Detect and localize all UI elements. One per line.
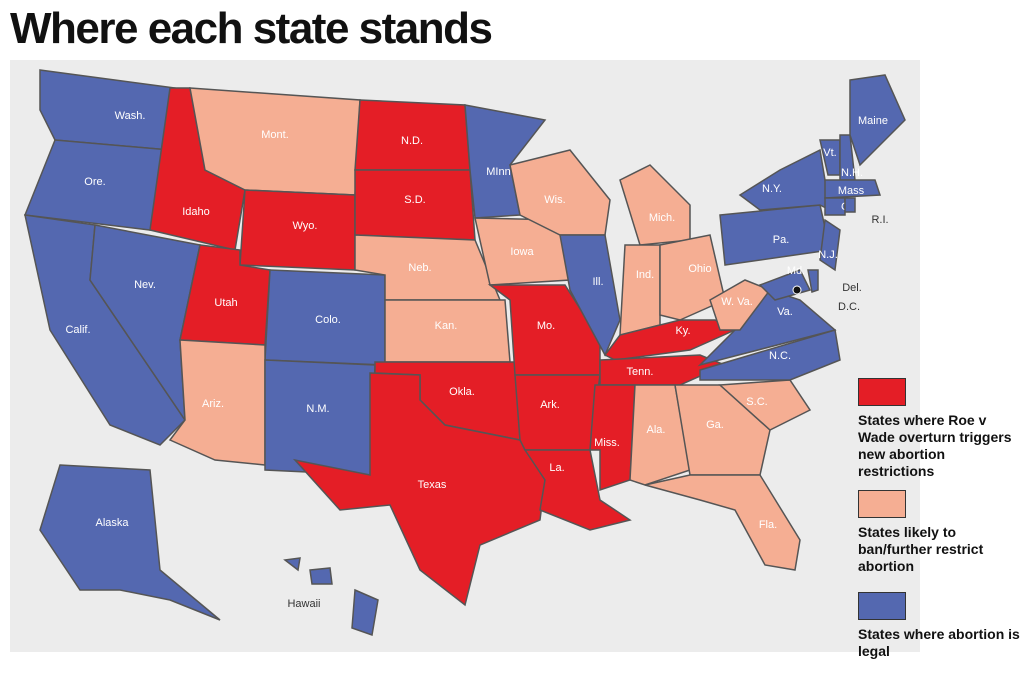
state-label: Maine: [858, 115, 888, 127]
state-label: Ga.: [706, 419, 724, 431]
state-label: Ariz.: [202, 398, 224, 410]
state-label: Miss.: [594, 437, 620, 449]
state-shape: [824, 197, 846, 216]
state-shape: [619, 164, 691, 246]
state-label: Ohio: [688, 263, 711, 275]
state-label: Va.: [777, 306, 793, 318]
state-shape: [674, 384, 771, 476]
state-shape: [824, 179, 882, 199]
state-shape: [292, 372, 546, 607]
state-shape: [283, 557, 301, 572]
state-shape: [514, 374, 601, 451]
states: Wash. Ore. Calif. Nev. Idaho Mont. Wyo. Utah Col…: [23, 69, 906, 637]
state-label: Mo.: [537, 320, 555, 332]
state-shape: [819, 218, 841, 272]
state-label: Hawaii: [287, 598, 320, 610]
state-label: N.H.: [841, 167, 863, 179]
state-label: Pa.: [773, 234, 790, 246]
legend-item: States where Roe v Wade overturn trigger…: [858, 378, 1024, 480]
state-label: MInn.: [486, 166, 514, 178]
state-label: N.J.: [818, 249, 838, 261]
state-label: N.C.: [769, 350, 791, 362]
state-label: Calif.: [65, 324, 90, 336]
state-label: Idaho: [182, 206, 210, 218]
state-label: S.C.: [746, 396, 767, 408]
state-label: D.C.: [838, 301, 860, 313]
legend-item: States where abortion is legal: [858, 592, 1024, 660]
dc-marker: [792, 285, 802, 295]
state-shape: [39, 464, 221, 621]
state-shape: [619, 244, 661, 336]
state-label: Utah: [214, 297, 237, 309]
legend-label: States likely to ban/further restrict ab…: [858, 524, 984, 574]
legend-swatch: [858, 490, 906, 518]
state-shape: [168, 339, 266, 466]
state-label: Ala.: [647, 424, 666, 436]
state-shape: [849, 74, 906, 167]
state-label: Wyo.: [293, 220, 318, 232]
state-shape: [807, 269, 819, 293]
state-shape: [844, 197, 856, 213]
state-shape: [718, 379, 812, 431]
state-label: Iowa: [510, 246, 534, 258]
legend-label: States where Roe v Wade overturn trigger…: [858, 412, 1012, 479]
state-label: Ore.: [84, 176, 105, 188]
state-label: Tenn.: [627, 366, 654, 378]
legend-label: States where abortion is legal: [858, 626, 1020, 659]
state-shape: [559, 234, 621, 357]
state-shape: [264, 359, 376, 476]
state-label: Okla.: [449, 386, 475, 398]
state-shape: [709, 279, 772, 331]
state-label: N.D.: [401, 135, 423, 147]
state-label: Alaska: [95, 517, 129, 529]
state-label: Nev.: [134, 279, 156, 291]
legend-item: States likely to ban/further restrict ab…: [858, 490, 1024, 575]
state-label: S.D.: [404, 194, 425, 206]
legend-swatch: [858, 378, 906, 406]
state-label: Md.: [787, 265, 805, 277]
state-label: Texas: [418, 479, 447, 491]
legend-swatch: [858, 592, 906, 620]
state-label: Neb.: [408, 262, 431, 274]
state-label: Kan.: [435, 320, 458, 332]
state-label: Wis.: [544, 194, 565, 206]
state-label: Mass: [838, 185, 865, 197]
state-label: La.: [549, 462, 564, 474]
state-label: Colo.: [315, 314, 341, 326]
state-label: Ark.: [540, 399, 560, 411]
title: Where each state stands: [10, 4, 493, 53]
state-label: Mont.: [261, 129, 289, 141]
state-label: Vt.: [823, 147, 836, 159]
state-label: Mich.: [649, 212, 675, 224]
state-shape: [351, 588, 379, 637]
state-label: Del.: [842, 282, 862, 294]
state-label: N.Y.: [762, 183, 782, 195]
state-label: N.M.: [306, 403, 329, 415]
state-shape: [644, 474, 801, 571]
state-label: Ill.: [593, 276, 604, 288]
state-shape: [629, 384, 691, 486]
state-label: Ind.: [636, 269, 654, 281]
state-label: W. Va.: [721, 296, 753, 308]
state-label: Ky.: [675, 325, 690, 337]
state-shape: [699, 329, 841, 381]
state-shape: [523, 449, 632, 531]
state-shape: [659, 234, 726, 321]
state-label: Wash.: [115, 110, 146, 122]
state-shape: [309, 567, 333, 585]
state-label: Fla.: [759, 519, 777, 531]
state-label: R.I.: [871, 214, 888, 226]
